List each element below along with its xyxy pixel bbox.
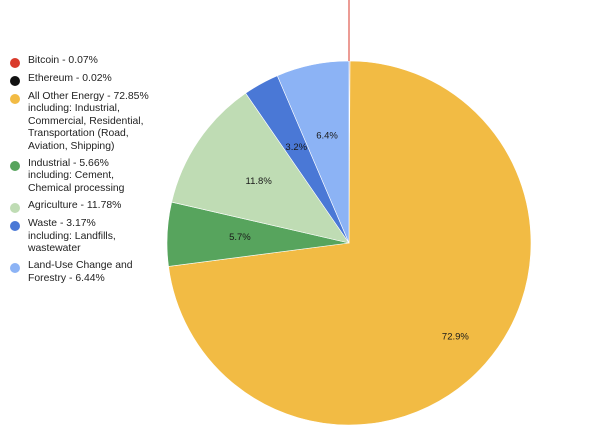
legend-label: Waste - 3.17% including: Landfills, wast… bbox=[28, 218, 116, 255]
legend-swatch bbox=[10, 221, 20, 232]
data-label-land-use-change-and-forestry: 6.4% bbox=[316, 131, 338, 142]
legend-item-land-use-change-and-forestry: Land-Use Change and Forestry - 6.44% bbox=[10, 260, 180, 285]
legend-label: All Other Energy - 72.85% including: Ind… bbox=[28, 91, 149, 152]
legend-item-waste: Waste - 3.17% including: Landfills, wast… bbox=[10, 218, 180, 255]
legend-swatch bbox=[10, 58, 20, 68]
legend-item-industrial: Industrial - 5.66% including: Cement, Ch… bbox=[10, 158, 180, 195]
legend-label: Land-Use Change and Forestry - 6.44% bbox=[28, 260, 133, 284]
data-label-industrial: 5.7% bbox=[229, 232, 251, 243]
legend-item-bitcoin: Bitcoin - 0.07% bbox=[10, 55, 180, 68]
legend-label: Ethereum - 0.02% bbox=[28, 73, 112, 84]
data-label-agriculture: 11.8% bbox=[246, 176, 273, 187]
pie-slice-agriculture bbox=[171, 92, 350, 244]
data-label-all-other-energy: 72.9% bbox=[442, 332, 469, 343]
legend-swatch bbox=[10, 263, 20, 274]
legend-label: Agriculture - 11.78% bbox=[28, 200, 122, 212]
pie-slice-land-use-change-and-forestry bbox=[276, 60, 350, 244]
legend-swatch bbox=[10, 76, 20, 86]
legend-swatch bbox=[10, 161, 20, 172]
legend-label: Industrial - 5.66% including: Cement, Ch… bbox=[28, 158, 125, 194]
legend-item-agriculture: Agriculture - 11.78% bbox=[10, 200, 180, 214]
legend-label: Bitcoin - 0.07% bbox=[28, 55, 98, 66]
chart-legend: Bitcoin - 0.07% Ethereum - 0.02% All Other… bbox=[10, 55, 180, 290]
legend-item-all-other-energy: All Other Energy - 72.85% including: Ind… bbox=[10, 91, 180, 153]
data-label-waste: 3.2% bbox=[285, 142, 307, 153]
legend-swatch bbox=[10, 94, 20, 104]
legend-item-ethereum: Ethereum - 0.02% bbox=[10, 73, 180, 86]
legend-swatch bbox=[10, 203, 20, 214]
pie-slice-all-other-energy bbox=[168, 60, 532, 426]
